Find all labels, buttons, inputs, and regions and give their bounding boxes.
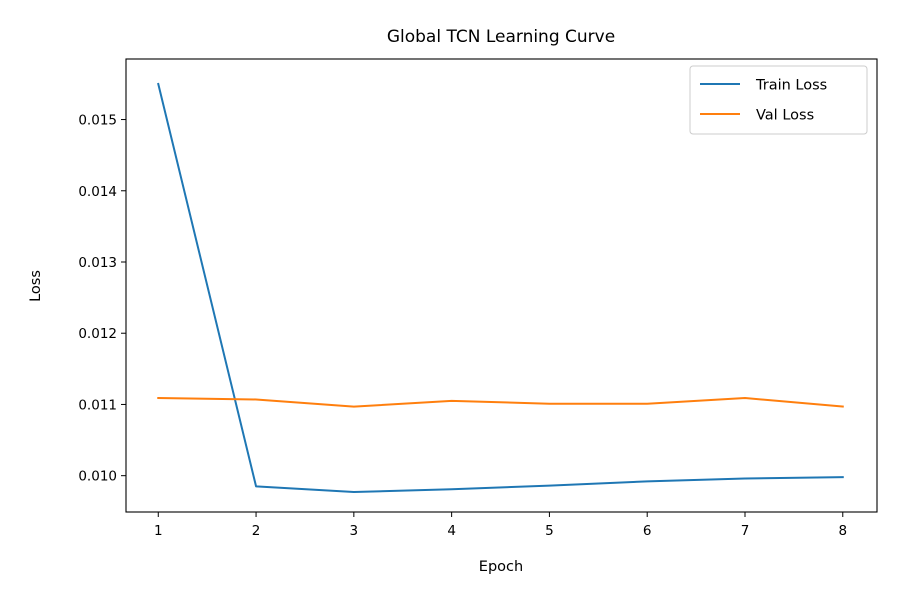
y-tick-label: 0.012 <box>78 326 117 342</box>
legend-label-train-loss: Train Loss <box>755 78 827 94</box>
x-tick-label: 3 <box>350 523 359 539</box>
x-tick-label: 1 <box>154 523 163 539</box>
x-axis-ticks: 1 2 3 4 5 6 7 8 <box>154 512 847 539</box>
x-tick-label: 2 <box>252 523 261 539</box>
x-axis-label: Epoch <box>479 559 523 575</box>
y-tick-label: 0.013 <box>78 255 117 271</box>
x-tick-label: 8 <box>838 523 847 539</box>
y-tick-label: 0.011 <box>78 397 117 413</box>
y-tick-label: 0.014 <box>78 184 117 200</box>
series-layer <box>157 82 844 494</box>
y-axis-label: Loss <box>28 270 44 302</box>
legend-box <box>689 65 868 135</box>
legend: Train Loss Val Loss <box>689 65 868 135</box>
chart-title: Global TCN Learning Curve <box>387 27 615 47</box>
plot-frame <box>125 58 878 513</box>
x-tick-label: 5 <box>545 523 554 539</box>
series-line-val-loss <box>157 397 844 408</box>
x-tick-label: 6 <box>643 523 652 539</box>
y-tick-label: 0.015 <box>78 113 117 129</box>
x-tick-label: 7 <box>741 523 750 539</box>
y-axis-ticks: 0.010 0.011 0.012 0.013 0.014 0.015 <box>78 113 126 485</box>
y-tick-label: 0.010 <box>78 469 117 485</box>
x-tick-label: 4 <box>447 523 456 539</box>
legend-label-val-loss: Val Loss <box>756 108 814 124</box>
series-line-train-loss <box>157 82 844 494</box>
